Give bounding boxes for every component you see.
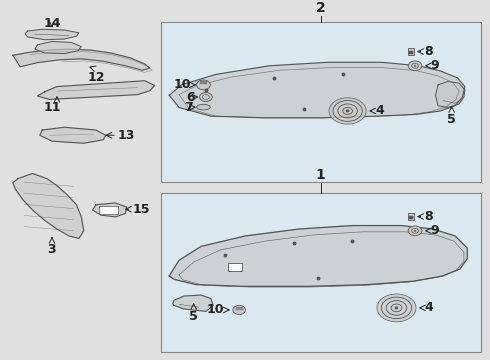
Text: 8: 8 — [424, 210, 433, 223]
Bar — [236, 307, 243, 310]
Text: 11: 11 — [43, 100, 61, 113]
Polygon shape — [37, 81, 155, 99]
Text: 9: 9 — [431, 224, 440, 237]
Polygon shape — [93, 203, 127, 217]
Text: 15: 15 — [133, 203, 150, 216]
Text: 4: 4 — [375, 104, 384, 117]
Text: 6: 6 — [187, 90, 195, 104]
Circle shape — [414, 65, 416, 67]
Text: 2: 2 — [316, 1, 326, 15]
Bar — [408, 213, 414, 220]
Text: 5: 5 — [447, 113, 456, 126]
Bar — [409, 51, 413, 54]
Bar — [408, 48, 414, 55]
Polygon shape — [436, 81, 465, 107]
Text: 1: 1 — [316, 168, 326, 182]
Circle shape — [346, 110, 349, 112]
Text: 14: 14 — [43, 17, 61, 30]
Circle shape — [196, 80, 210, 90]
Text: 5: 5 — [189, 310, 198, 323]
Circle shape — [233, 306, 245, 315]
Text: 9: 9 — [431, 59, 440, 72]
Text: 10: 10 — [174, 78, 191, 91]
Text: 10: 10 — [207, 303, 224, 316]
Circle shape — [377, 294, 416, 322]
Circle shape — [395, 307, 398, 309]
Text: 8: 8 — [424, 45, 433, 58]
Circle shape — [408, 61, 422, 71]
Ellipse shape — [196, 104, 210, 110]
Polygon shape — [25, 29, 79, 40]
Polygon shape — [35, 41, 81, 54]
Circle shape — [199, 93, 212, 102]
Bar — [409, 216, 413, 219]
Text: 4: 4 — [425, 301, 434, 314]
Text: 12: 12 — [87, 71, 105, 84]
Bar — [199, 81, 207, 84]
Circle shape — [414, 230, 416, 231]
Text: 7: 7 — [184, 100, 193, 114]
Text: 13: 13 — [118, 129, 135, 142]
Polygon shape — [172, 295, 213, 311]
Polygon shape — [169, 226, 467, 286]
Bar — [228, 263, 242, 271]
Polygon shape — [40, 127, 106, 143]
Bar — [99, 206, 118, 214]
FancyBboxPatch shape — [161, 22, 481, 182]
Circle shape — [329, 98, 366, 124]
Polygon shape — [169, 62, 465, 118]
Polygon shape — [13, 49, 150, 70]
FancyBboxPatch shape — [161, 193, 481, 352]
Circle shape — [408, 226, 422, 236]
Polygon shape — [13, 174, 84, 238]
Text: 3: 3 — [48, 243, 56, 256]
